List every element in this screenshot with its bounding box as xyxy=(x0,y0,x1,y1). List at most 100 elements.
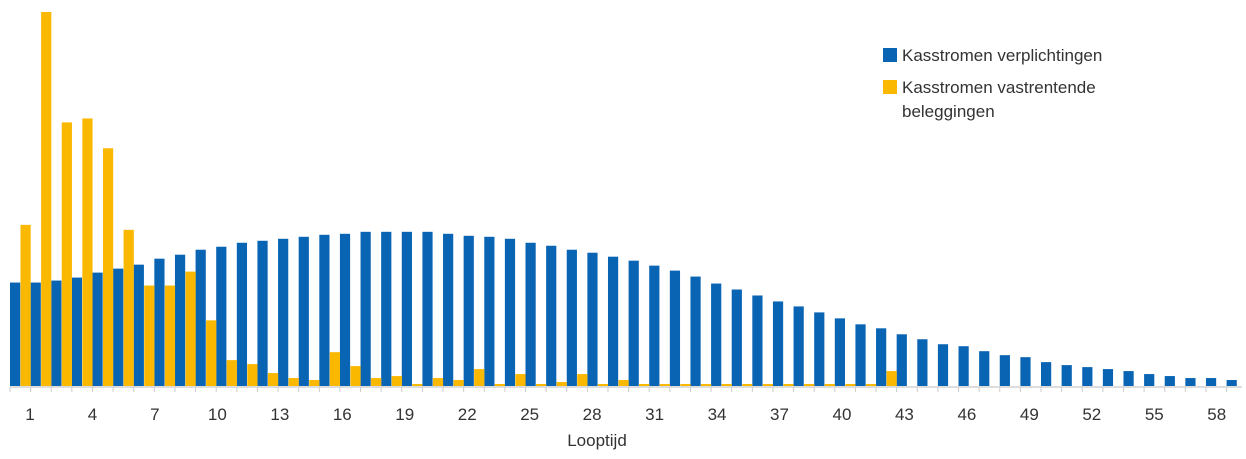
bar xyxy=(793,306,804,386)
bar xyxy=(804,384,815,386)
legend-label: Kasstromen vastrentende beleggingen xyxy=(902,78,1096,121)
bar xyxy=(30,282,41,386)
x-tick-label: 22 xyxy=(458,405,477,424)
x-tick-label: 37 xyxy=(770,405,789,424)
bar xyxy=(298,236,309,386)
bar xyxy=(102,148,114,386)
x-tick-label: 1 xyxy=(25,405,34,424)
bar xyxy=(680,384,691,386)
bar xyxy=(896,334,907,386)
bar xyxy=(371,378,382,386)
bar xyxy=(721,384,732,386)
bar xyxy=(649,265,660,386)
x-tick-label: 25 xyxy=(520,405,539,424)
x-tick-label: 52 xyxy=(1082,405,1101,424)
bar xyxy=(267,373,279,386)
bar xyxy=(876,328,887,386)
bar xyxy=(319,234,330,386)
x-tick-label: 10 xyxy=(208,405,227,424)
x-tick-label: 55 xyxy=(1145,405,1164,424)
x-tick-label: 31 xyxy=(645,405,664,424)
bar xyxy=(71,277,83,386)
x-tick-label: 28 xyxy=(583,405,602,424)
bar xyxy=(288,378,299,386)
bar xyxy=(82,118,93,386)
legend-swatch xyxy=(883,48,897,62)
x-tick-label: 7 xyxy=(150,405,159,424)
bar xyxy=(597,384,609,386)
bar xyxy=(164,285,176,386)
bar xyxy=(278,238,289,386)
bar xyxy=(556,382,567,386)
legend-swatch xyxy=(883,80,897,94)
x-tick-label: 40 xyxy=(833,405,852,424)
bar xyxy=(10,282,21,386)
bar xyxy=(1185,378,1196,386)
x-axis-title: Looptijd xyxy=(567,431,627,450)
bar xyxy=(886,371,897,386)
bar xyxy=(855,324,866,386)
bar xyxy=(329,352,340,386)
bar xyxy=(1226,380,1237,386)
bar xyxy=(525,242,536,386)
bar xyxy=(453,380,464,386)
bar xyxy=(133,264,144,386)
bar xyxy=(1041,362,1052,386)
bar xyxy=(195,249,206,386)
bar xyxy=(1061,365,1072,386)
bar xyxy=(309,380,320,386)
legend-label: Kasstromen verplichtingen xyxy=(902,46,1103,65)
bar xyxy=(917,339,928,386)
bar xyxy=(618,380,629,386)
bar xyxy=(236,242,248,386)
bar xyxy=(824,384,835,386)
bar xyxy=(690,276,701,386)
bar xyxy=(154,258,165,386)
bar xyxy=(206,320,217,386)
bar xyxy=(185,271,196,386)
bar xyxy=(494,384,505,386)
bar xyxy=(92,272,103,386)
bar xyxy=(659,384,670,386)
bar xyxy=(772,301,784,386)
bar xyxy=(443,233,454,386)
bar xyxy=(577,374,588,386)
bar xyxy=(515,374,526,386)
bar xyxy=(1020,357,1031,386)
bar xyxy=(504,238,516,386)
bar xyxy=(566,249,577,386)
bar xyxy=(1144,374,1155,386)
bar xyxy=(474,369,485,386)
bar xyxy=(463,235,474,386)
bar xyxy=(762,384,774,386)
x-tick-label: 46 xyxy=(957,405,976,424)
bar xyxy=(257,240,268,386)
bar xyxy=(432,378,444,386)
bar xyxy=(865,384,877,386)
bar xyxy=(979,351,990,386)
bar xyxy=(1082,367,1093,386)
bar xyxy=(123,229,134,386)
bar xyxy=(339,233,351,386)
x-tick-label: 34 xyxy=(708,405,727,424)
bar xyxy=(247,364,258,386)
bar xyxy=(958,346,969,386)
bar xyxy=(711,283,722,386)
bar xyxy=(700,384,712,386)
x-tick-label: 4 xyxy=(88,405,97,424)
bar xyxy=(401,231,412,386)
bar xyxy=(587,252,598,386)
x-tick-label: 13 xyxy=(270,405,289,424)
bar xyxy=(1123,371,1134,386)
bar xyxy=(174,254,186,386)
bar xyxy=(422,231,433,386)
bar xyxy=(1164,376,1175,386)
bar xyxy=(834,318,845,386)
bar xyxy=(360,231,371,386)
bar xyxy=(669,270,681,386)
bar xyxy=(628,260,639,386)
bar xyxy=(113,268,124,386)
x-tick-label: 19 xyxy=(395,405,414,424)
